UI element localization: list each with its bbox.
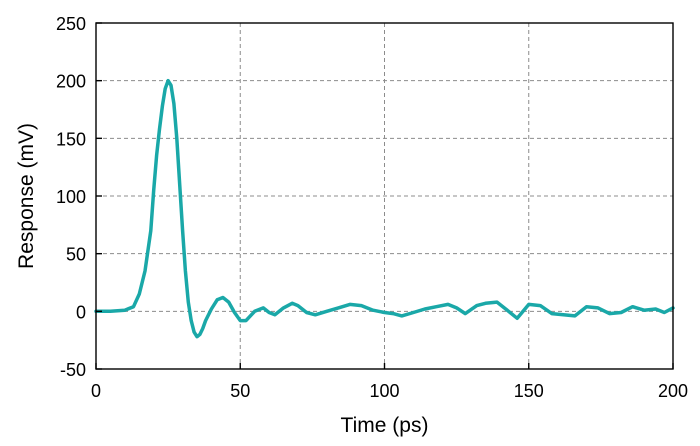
x-tick-label: 0 <box>91 381 101 401</box>
x-tick-label: 50 <box>230 381 250 401</box>
series-line <box>94 78 675 339</box>
axis-ticks <box>95 22 674 370</box>
grid-lines <box>96 23 673 369</box>
y-tick-label: 100 <box>56 187 86 207</box>
y-axis-title: Response (mV) <box>15 123 38 269</box>
y-tick-label: -50 <box>60 360 86 380</box>
x-axis-title: Time (ps) <box>341 414 429 437</box>
x-tick-label: 200 <box>658 381 688 401</box>
y-tick-label: 150 <box>56 129 86 149</box>
x-tick-label: 100 <box>369 381 399 401</box>
series-layer <box>94 78 675 339</box>
y-tick-label: 200 <box>56 72 86 92</box>
y-tick-label: 0 <box>76 302 86 322</box>
y-tick-label: 250 <box>56 14 86 34</box>
x-tick-label: 150 <box>514 381 544 401</box>
y-tick-label: 50 <box>66 245 86 265</box>
